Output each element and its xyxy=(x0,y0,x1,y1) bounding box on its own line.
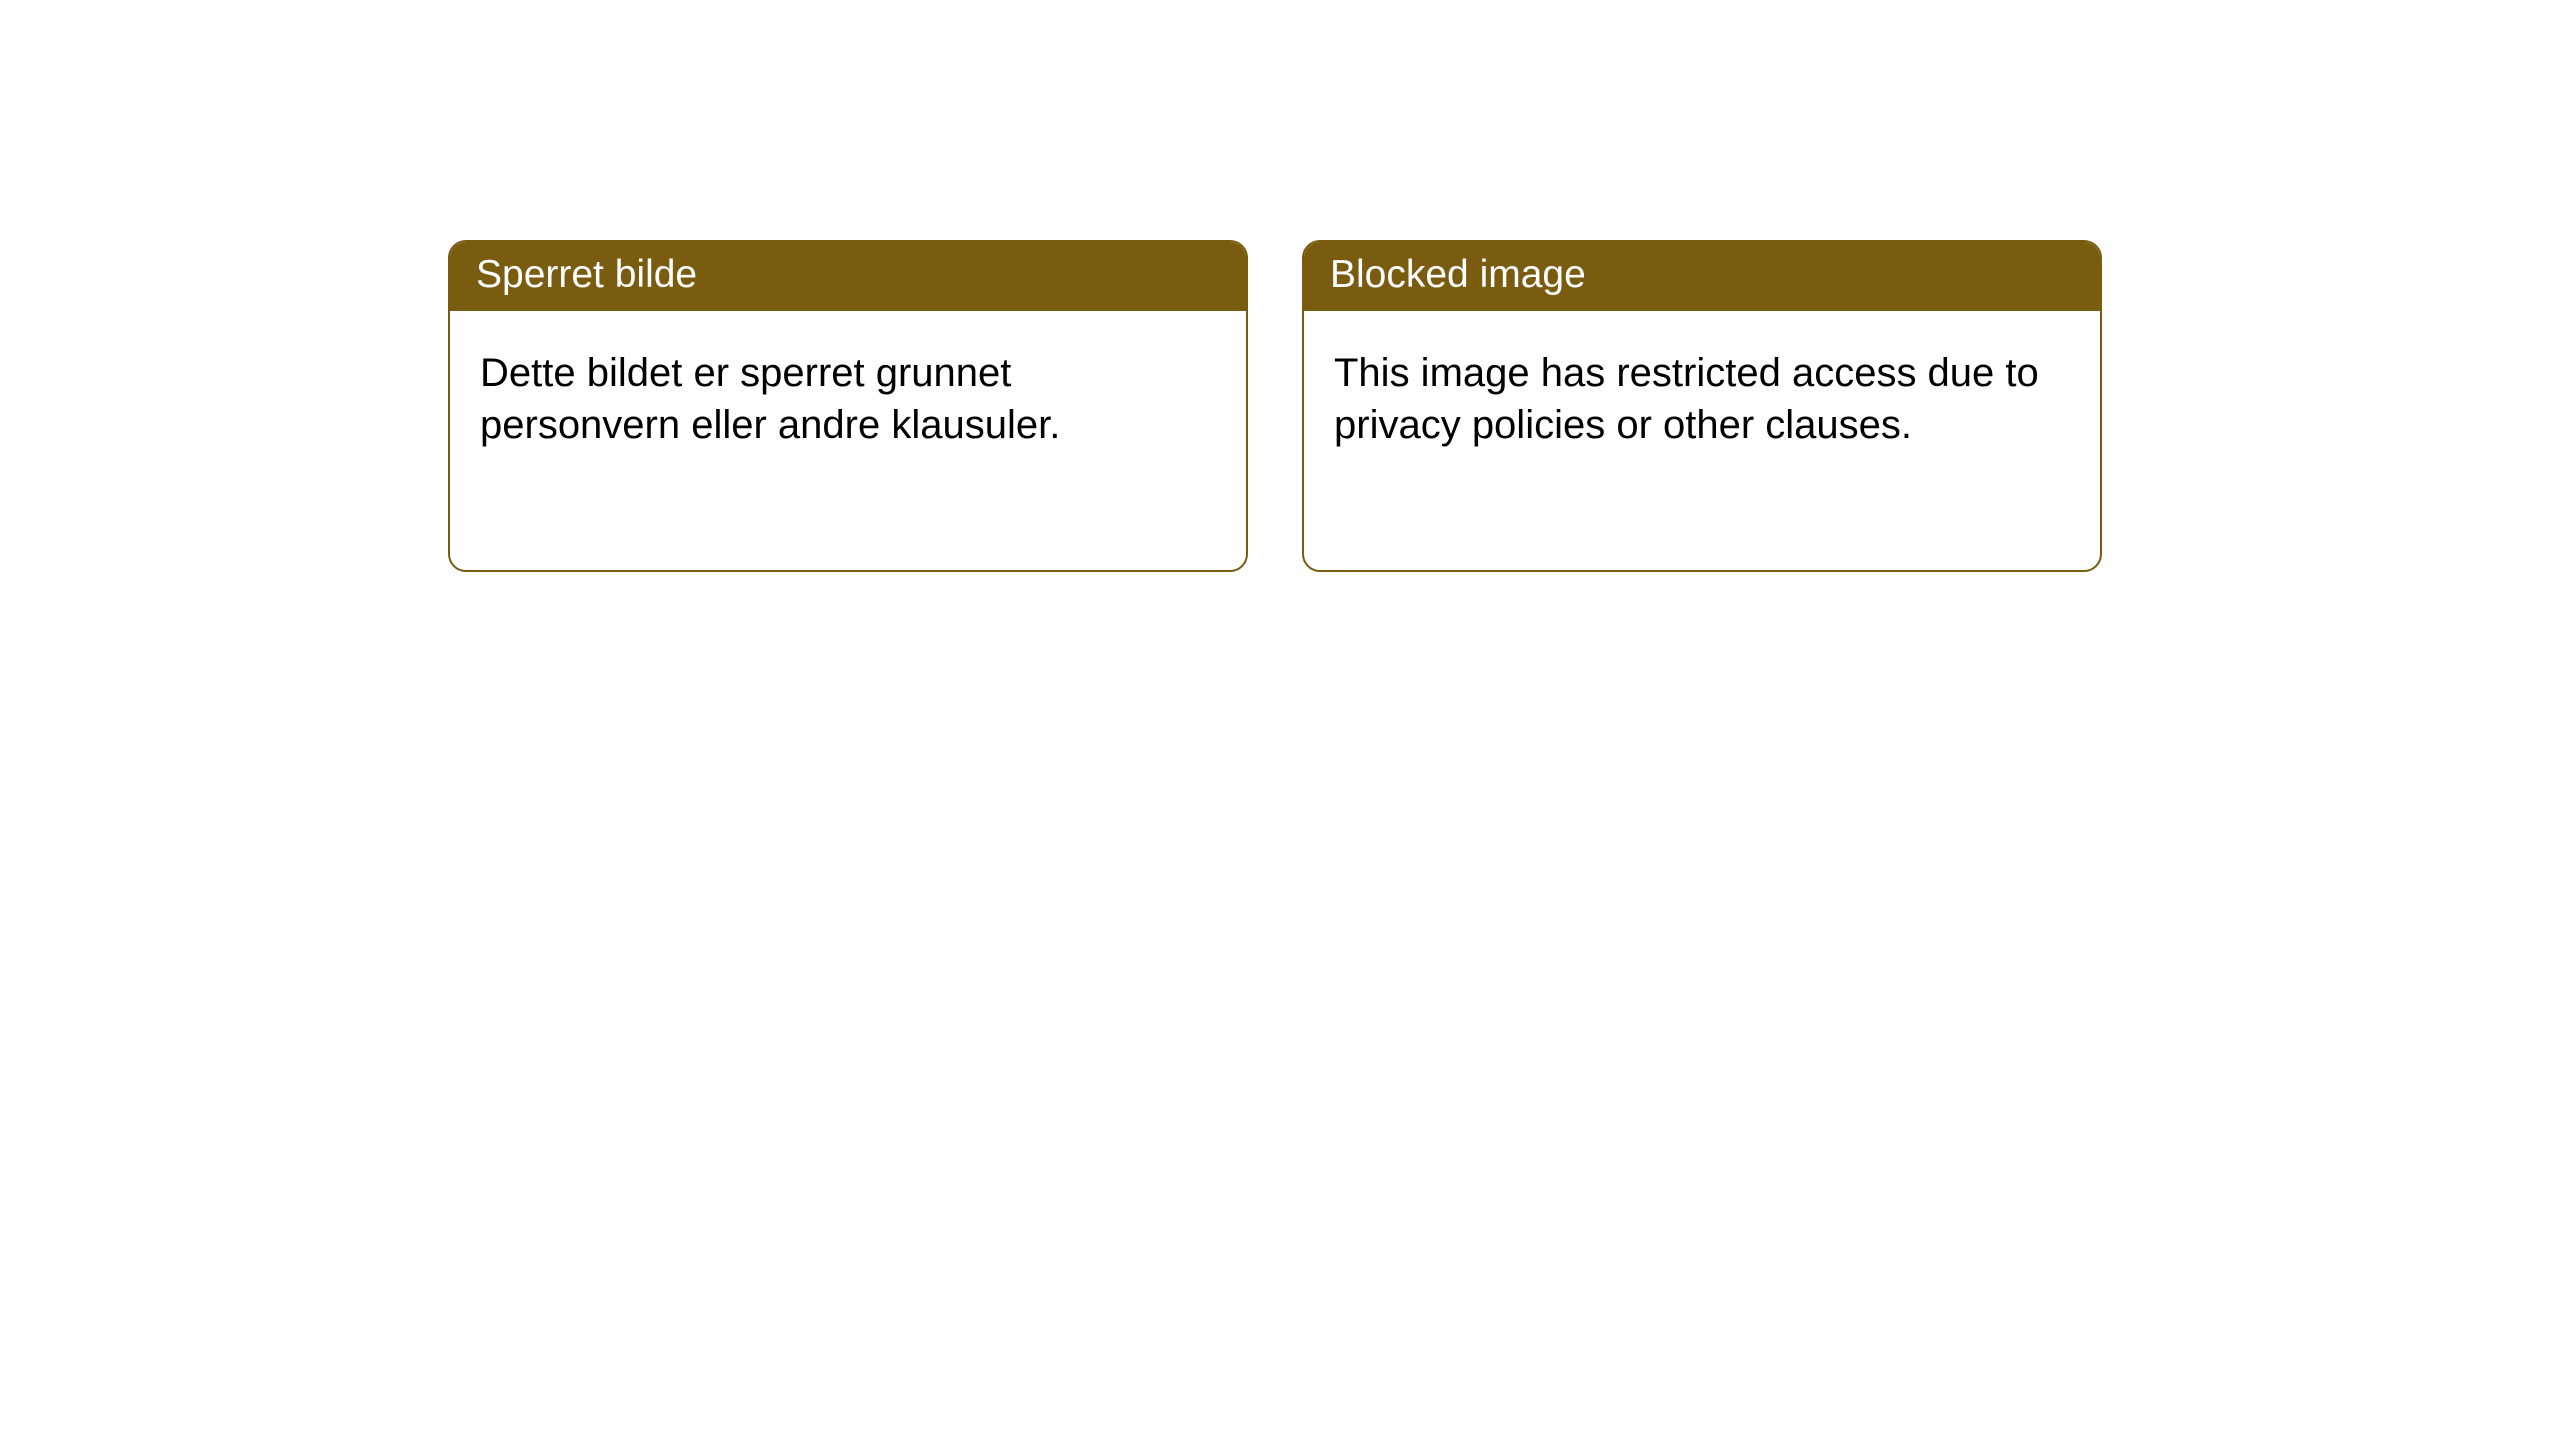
notice-body: This image has restricted access due to … xyxy=(1304,311,2100,481)
notice-header: Sperret bilde xyxy=(450,242,1246,311)
notice-header: Blocked image xyxy=(1304,242,2100,311)
notice-box-norwegian: Sperret bilde Dette bildet er sperret gr… xyxy=(448,240,1248,572)
notice-body: Dette bildet er sperret grunnet personve… xyxy=(450,311,1246,481)
notice-container: Sperret bilde Dette bildet er sperret gr… xyxy=(0,0,2560,572)
notice-box-english: Blocked image This image has restricted … xyxy=(1302,240,2102,572)
